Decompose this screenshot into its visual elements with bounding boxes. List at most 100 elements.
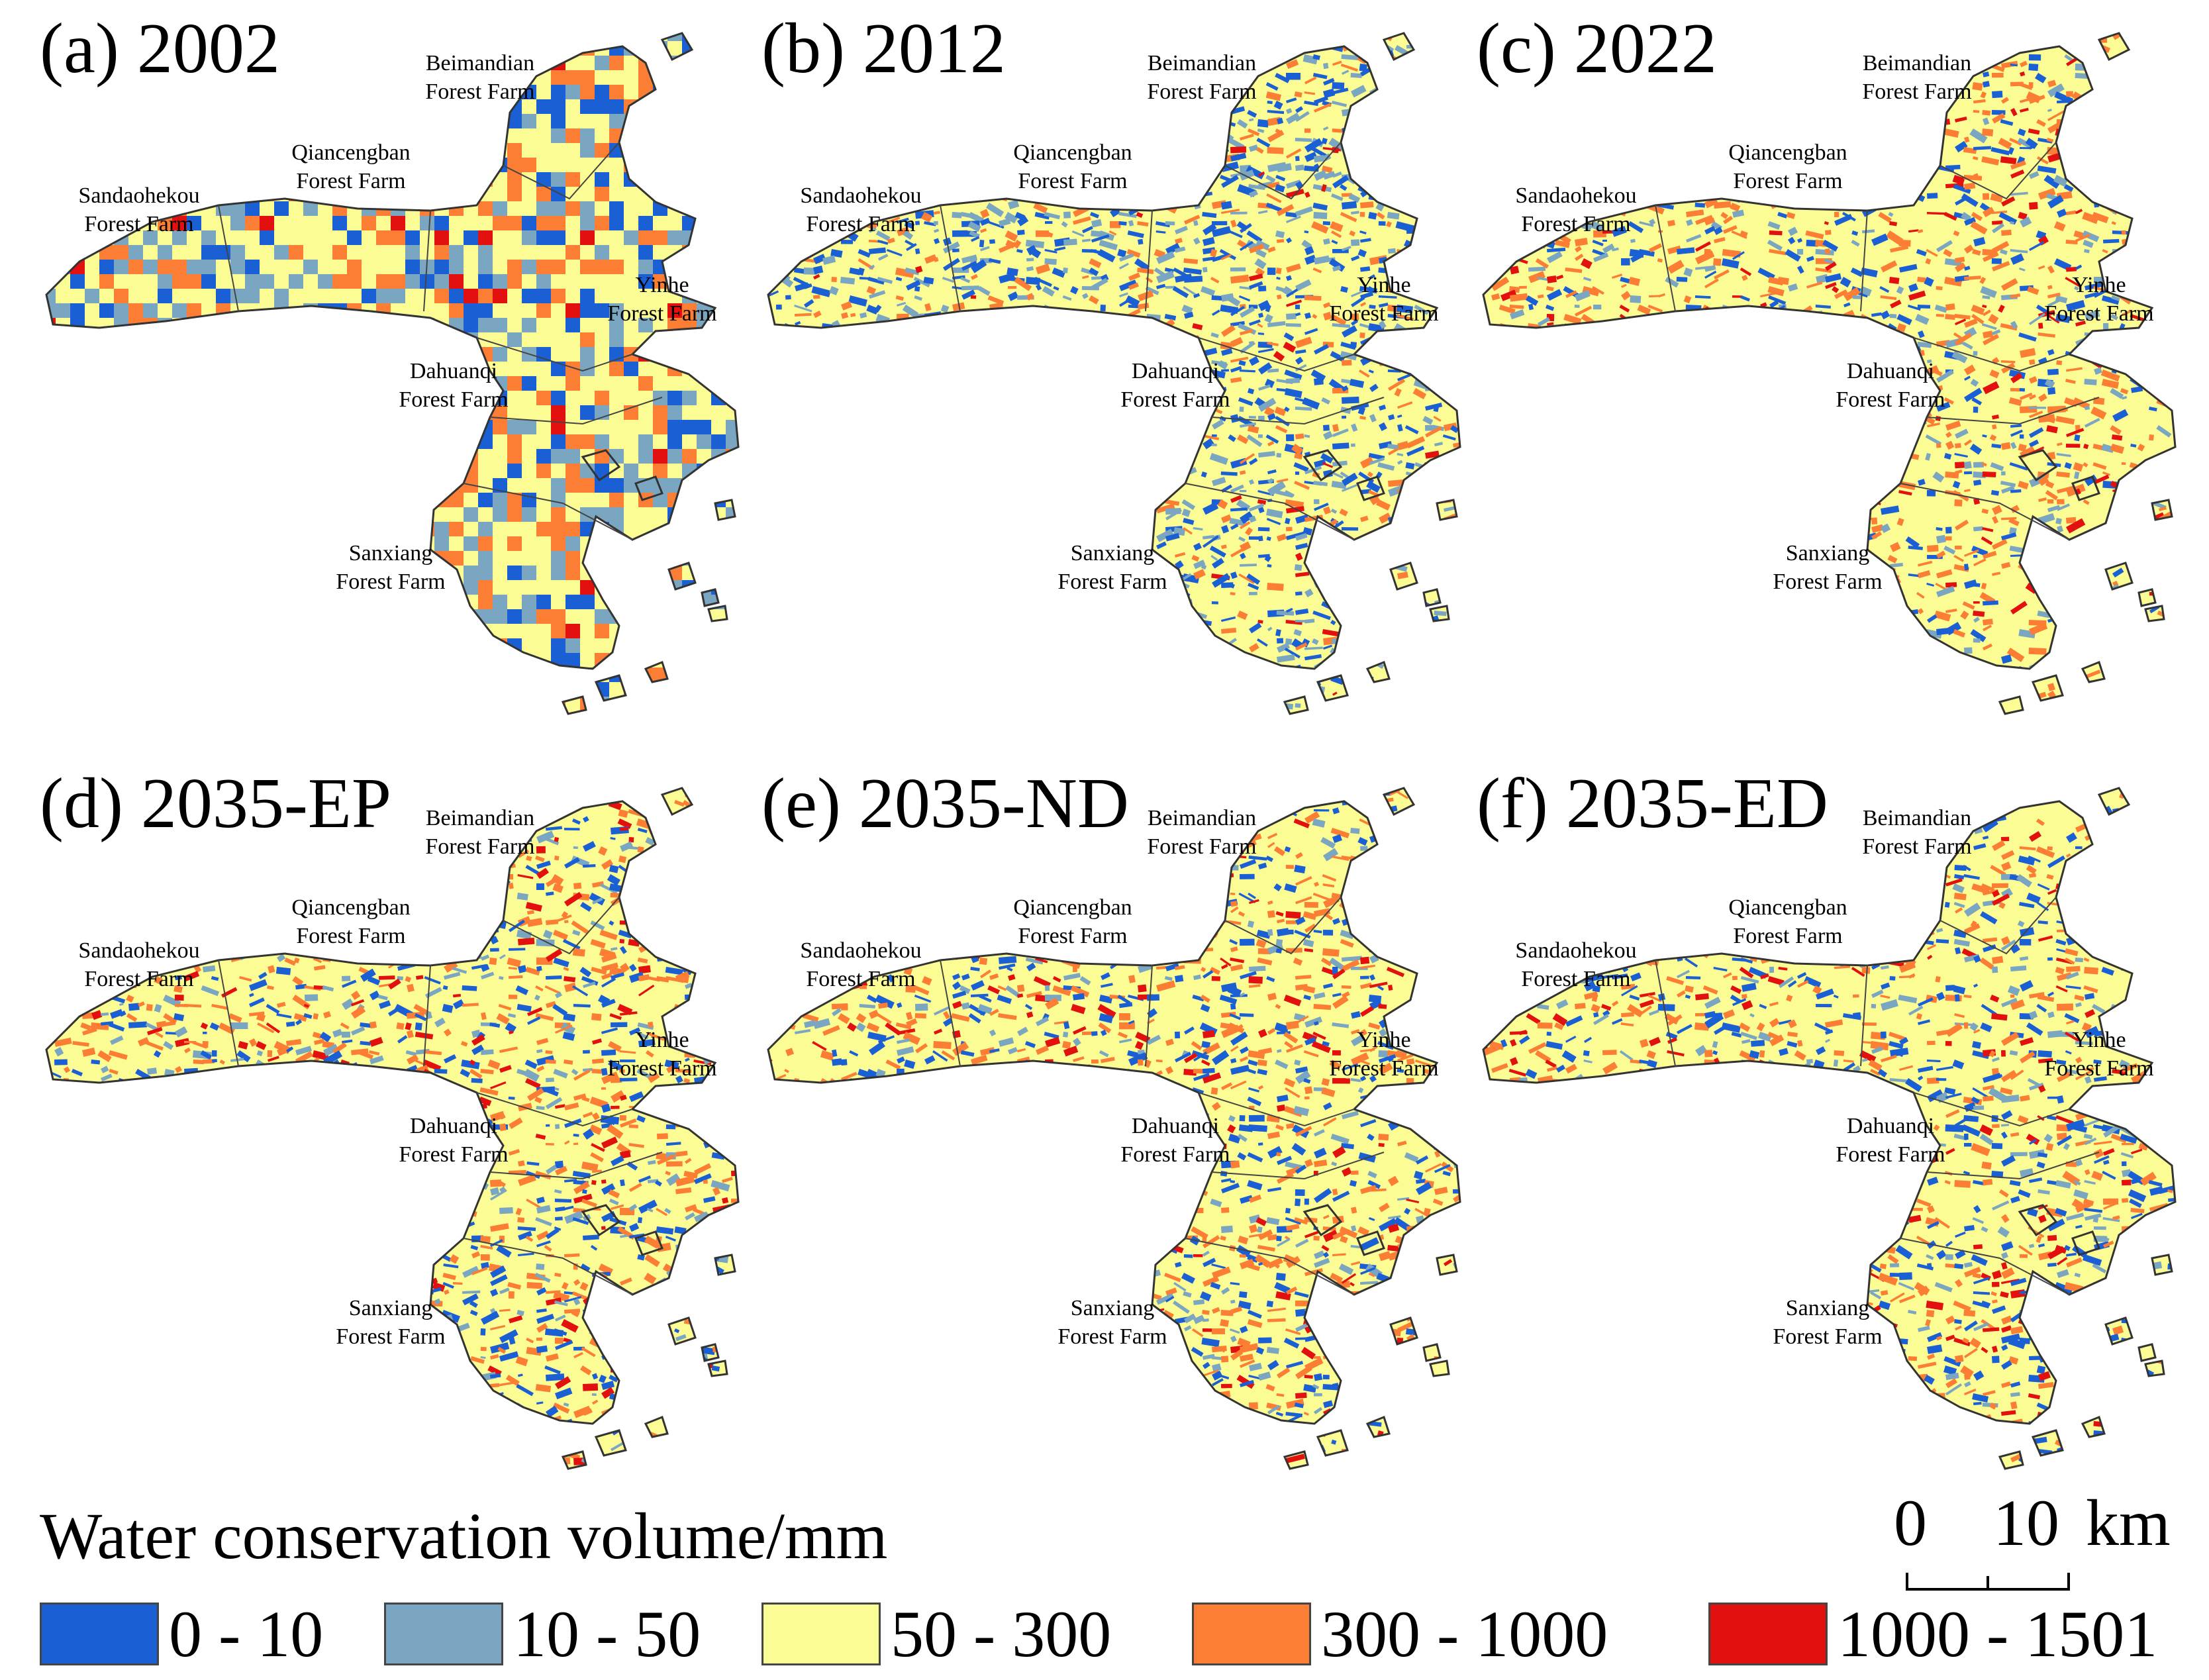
forest-farm-label: Sanxiang Forest Farm [336,540,445,596]
farm-name: Dahuanqi [409,359,498,383]
forest-farm-label: Sanxiang Forest Farm [1057,540,1167,596]
water-conservation-map [45,787,740,1470]
farm-type: Forest Farm [1329,301,1439,326]
forest-farm-label: Sandaohekou Forest Farm [1515,182,1636,238]
farm-type: Forest Farm [1120,387,1230,412]
farm-name: Beimandian [425,806,535,830]
farm-type: Forest Farm [2044,1056,2154,1081]
forest-farm-label: Sandaohekou Forest Farm [800,937,921,993]
forest-farm-label: Qiancengban Forest Farm [1013,894,1132,950]
forest-farm-label: Dahuanqi Forest Farm [1120,1112,1230,1169]
forest-farm-label: Beimandian Forest Farm [425,50,534,106]
farm-type: Forest Farm [1733,923,1843,948]
forest-farm-label: Yinhe Forest Farm [607,1026,716,1083]
legend-swatch [40,1603,159,1665]
farm-type: Forest Farm [607,301,717,326]
map-panel-6: (f) 2035-ED Beimandian Forest Farm Qianceng… [1437,755,2177,1503]
farm-name: Dahuanqi [409,1114,498,1138]
farm-name: Sanxiang [1785,1296,1870,1320]
farm-name: Beimandian [1147,806,1257,830]
farm-type: Forest Farm [425,834,535,859]
farm-name: Qiancengban [1728,895,1847,920]
farm-type: Forest Farm [1147,79,1257,104]
farm-name: Yinhe [1357,273,1411,297]
forest-farm-label: Dahuanqi Forest Farm [399,358,508,414]
farm-name: Yinhe [2072,273,2126,297]
farm-name: Yinhe [2072,1028,2126,1052]
farm-type: Forest Farm [399,387,509,412]
water-conservation-map [767,32,1461,715]
farm-type: Forest Farm [1773,569,1883,594]
forest-farm-label: Sanxiang Forest Farm [1773,540,1882,596]
scale-label-ten: 10 [1993,1486,2059,1559]
forest-farm-label: Qiancengban Forest Farm [291,139,410,195]
legend-label: 0 - 10 [169,1597,324,1671]
farm-type: Forest Farm [2044,301,2154,326]
farm-type: Forest Farm [1836,1142,1945,1167]
farm-name: Qiancengban [1013,895,1132,920]
farm-type: Forest Farm [1329,1056,1439,1081]
farm-name: Sandaohekou [1515,938,1637,963]
legend-swatch [1708,1603,1828,1665]
forest-farm-label: Yinhe Forest Farm [2044,272,2153,328]
forest-farm-label: Qiancengban Forest Farm [1728,139,1847,195]
farm-name: Dahuanqi [1846,1114,1935,1138]
panel-title: (b) 2012 [761,9,1006,88]
forest-farm-label: Beimandian Forest Farm [1862,50,1971,106]
farm-type: Forest Farm [296,923,406,948]
farm-type: Forest Farm [84,211,194,236]
farm-name: Dahuanqi [1131,359,1220,383]
map-panel-5: (e) 2035-ND Beimandian Forest Farm Qianceng… [722,755,1461,1503]
farm-type: Forest Farm [806,211,916,236]
map-panel-4: (d) 2035-EP Beimandian Forest Farm Qianceng… [0,755,740,1503]
forest-farm-label: Yinhe Forest Farm [607,272,716,328]
farm-name: Sandaohekou [78,183,200,208]
forest-farm-label: Sanxiang Forest Farm [1057,1295,1167,1351]
panel-title: (c) 2022 [1477,9,1717,88]
farm-type: Forest Farm [425,79,535,104]
farm-name: Sandaohekou [800,183,922,208]
forest-farm-label: Qiancengban Forest Farm [291,894,410,950]
scale-bar: 0 10 km [1894,1490,2185,1596]
farm-type: Forest Farm [1521,966,1631,991]
panel-title: (f) 2035-ED [1477,764,1828,843]
forest-farm-label: Sandaohekou Forest Farm [800,182,921,238]
farm-type: Forest Farm [806,966,916,991]
forest-farm-label: Qiancengban Forest Farm [1013,139,1132,195]
forest-farm-label: Sandaohekou Forest Farm [78,182,199,238]
forest-farm-label: Beimandian Forest Farm [1147,805,1256,861]
farm-name: Beimandian [425,51,535,75]
farm-name: Beimandian [1147,51,1257,75]
farm-type: Forest Farm [1147,834,1257,859]
farm-name: Yinhe [1357,1028,1411,1052]
forest-farm-label: Dahuanqi Forest Farm [1120,358,1230,414]
forest-farm-label: Sandaohekou Forest Farm [1515,937,1636,993]
farm-type: Forest Farm [1862,834,1972,859]
legend-label: 1000 - 1501 [1838,1597,2158,1671]
water-conservation-map [1482,32,2177,715]
forest-farm-label: Yinhe Forest Farm [1329,272,1438,328]
forest-farm-label: Dahuanqi Forest Farm [1836,1112,1945,1169]
farm-name: Sanxiang [1785,541,1870,566]
farm-name: Beimandian [1862,806,1972,830]
farm-name: Sandaohekou [78,938,200,963]
map-panel-2: (b) 2012 Beimandian Forest Farm Qiancengban… [722,0,1461,748]
farm-name: Sandaohekou [1515,183,1637,208]
farm-name: Sandaohekou [800,938,922,963]
scale-label-unit: km [2086,1486,2171,1559]
scale-label-zero: 0 [1894,1486,1927,1559]
forest-farm-label: Sandaohekou Forest Farm [78,937,199,993]
farm-type: Forest Farm [1836,387,1945,412]
forest-farm-label: Sanxiang Forest Farm [1773,1295,1882,1351]
farm-name: Qiancengban [1728,140,1847,165]
farm-name: Yinhe [635,1028,689,1052]
farm-name: Sanxiang [348,541,433,566]
forest-farm-label: Dahuanqi Forest Farm [1836,358,1945,414]
farm-name: Qiancengban [291,140,411,165]
forest-farm-label: Sanxiang Forest Farm [336,1295,445,1351]
forest-farm-label: Beimandian Forest Farm [425,805,534,861]
farm-type: Forest Farm [336,569,446,594]
legend-title: Water conservation volume/mm [40,1499,888,1573]
farm-type: Forest Farm [296,168,406,193]
